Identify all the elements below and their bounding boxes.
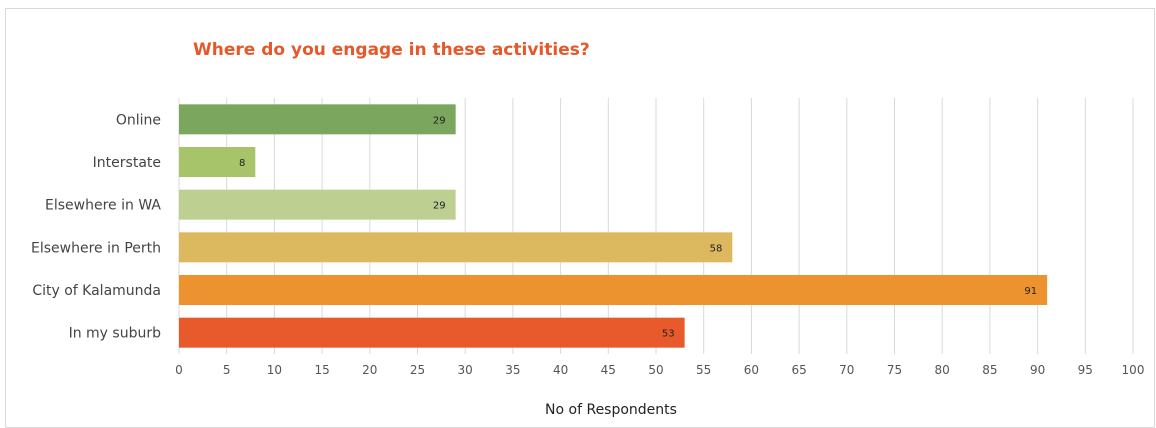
category-label: Interstate [93,155,161,171]
x-tick-label: 75 [887,363,902,377]
category-label: In my suburb [69,326,162,342]
x-tick-label: 100 [1122,363,1145,377]
bar [179,317,685,348]
bar [179,147,256,177]
x-tick-label: 0 [175,363,183,377]
x-tick-label: 65 [791,363,806,377]
x-tick-label: 35 [505,363,520,377]
x-tick-label: 95 [1078,363,1093,377]
bar [179,275,1048,305]
x-tick-label: 40 [553,363,568,377]
x-tick-label: 70 [839,363,854,377]
bar [179,189,456,220]
x-tick-label: 5 [223,363,231,377]
category-label: City of Kalamunda [32,283,161,299]
bars: 29 8 29 58 91 53 [179,104,1048,348]
x-tick-label: 45 [601,363,616,377]
x-tick-label: 15 [314,363,329,377]
data-label: 29 [433,115,446,126]
bar [179,104,456,135]
category-label: Elsewhere in Perth [31,240,161,256]
x-tick-label: 50 [648,363,663,377]
x-tick-label: 20 [362,363,377,377]
x-tick-label: 85 [982,363,997,377]
bar [179,232,733,263]
category-label: Elsewhere in WA [45,198,161,214]
x-tick-label: 90 [1030,363,1045,377]
gridlines [178,98,1134,354]
x-tick-label: 60 [744,363,759,377]
x-tick-label: 10 [267,363,282,377]
x-tick-label: 25 [410,363,425,377]
data-label: 8 [239,158,245,169]
data-label: 58 [710,243,723,254]
category-label: Online [116,112,161,128]
data-label: 91 [1024,286,1037,297]
x-axis-title: No of Respondents [545,402,677,418]
data-label: 53 [662,329,675,340]
x-tick-label: 55 [696,363,711,377]
data-label: 29 [433,201,446,212]
x-tick-label: 30 [458,363,473,377]
category-labels: Online Interstate Elsewhere in WA Elsewhere… [31,112,161,341]
x-axis-ticks: 0 5 10 15 20 25 30 35 40 45 50 55 60 65 70 75 80 85 90 95 10… [175,363,1144,377]
x-tick-label: 80 [935,363,950,377]
chart-title: Where do you engage in these activities? [193,40,590,60]
